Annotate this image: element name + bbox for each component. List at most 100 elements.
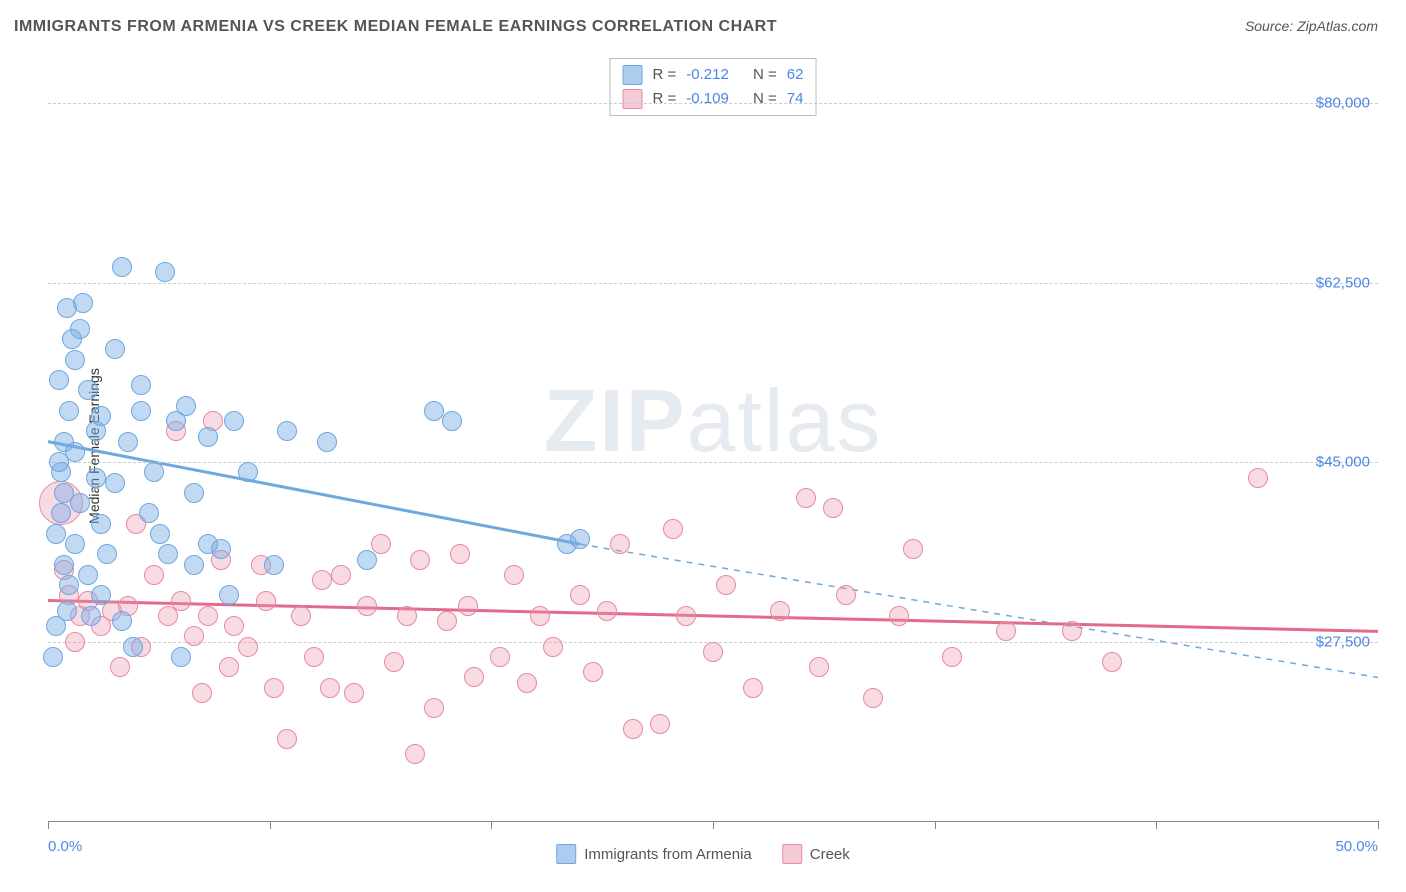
x-tick bbox=[1156, 821, 1157, 829]
swatch-pink-icon bbox=[782, 844, 802, 864]
scatter-point bbox=[70, 493, 90, 513]
scatter-point bbox=[597, 601, 617, 621]
scatter-point bbox=[942, 647, 962, 667]
x-tick bbox=[1378, 821, 1379, 829]
legend-item-armenia: Immigrants from Armenia bbox=[556, 844, 752, 864]
n-prefix: N = bbox=[753, 63, 777, 87]
scatter-point bbox=[184, 483, 204, 503]
scatter-point bbox=[405, 744, 425, 764]
scatter-point bbox=[198, 427, 218, 447]
y-tick-label: $80,000 bbox=[1316, 95, 1370, 112]
scatter-point bbox=[623, 719, 643, 739]
scatter-point bbox=[317, 432, 337, 452]
scatter-point bbox=[184, 555, 204, 575]
scatter-point bbox=[224, 616, 244, 636]
scatter-point bbox=[703, 642, 723, 662]
scatter-point bbox=[176, 396, 196, 416]
creek-r-value: -0.109 bbox=[686, 87, 729, 111]
x-tick bbox=[491, 821, 492, 829]
y-tick-label: $27,500 bbox=[1316, 633, 1370, 650]
x-tick bbox=[48, 821, 49, 829]
scatter-point bbox=[996, 621, 1016, 641]
scatter-point bbox=[836, 585, 856, 605]
scatter-point bbox=[291, 606, 311, 626]
scatter-point bbox=[171, 647, 191, 667]
scatter-point bbox=[150, 524, 170, 544]
scatter-point bbox=[171, 591, 191, 611]
scatter-point bbox=[59, 575, 79, 595]
scatter-point bbox=[219, 657, 239, 677]
legend-item-creek: Creek bbox=[782, 844, 850, 864]
scatter-point bbox=[530, 606, 550, 626]
scatter-point bbox=[112, 611, 132, 631]
scatter-point bbox=[78, 380, 98, 400]
scatter-point bbox=[397, 606, 417, 626]
scatter-point bbox=[610, 534, 630, 554]
armenia-n-value: 62 bbox=[787, 63, 804, 87]
scatter-point bbox=[118, 432, 138, 452]
scatter-point bbox=[131, 375, 151, 395]
scatter-point bbox=[344, 683, 364, 703]
scatter-point bbox=[198, 534, 218, 554]
scatter-point bbox=[650, 714, 670, 734]
scatter-point bbox=[43, 647, 63, 667]
scatter-point bbox=[304, 647, 324, 667]
scatter-point bbox=[770, 601, 790, 621]
scatter-point bbox=[464, 667, 484, 687]
legend-label-armenia: Immigrants from Armenia bbox=[584, 846, 752, 863]
scatter-point bbox=[49, 452, 69, 472]
scatter-point bbox=[105, 339, 125, 359]
scatter-point bbox=[543, 637, 563, 657]
scatter-point bbox=[331, 565, 351, 585]
scatter-point bbox=[889, 606, 909, 626]
scatter-point bbox=[264, 555, 284, 575]
swatch-pink-icon bbox=[623, 89, 643, 109]
gridline-h bbox=[48, 283, 1378, 284]
correlation-row-armenia: R = -0.212 N = 62 bbox=[623, 63, 804, 87]
source-attribution: Source: ZipAtlas.com bbox=[1245, 18, 1378, 34]
gridline-h bbox=[48, 103, 1378, 104]
scatter-point bbox=[91, 514, 111, 534]
scatter-point bbox=[91, 585, 111, 605]
x-tick bbox=[270, 821, 271, 829]
trend-lines-svg bbox=[48, 52, 1378, 821]
scatter-point bbox=[54, 555, 74, 575]
scatter-point bbox=[144, 462, 164, 482]
scatter-point bbox=[112, 257, 132, 277]
scatter-point bbox=[184, 626, 204, 646]
scatter-point bbox=[57, 601, 77, 621]
scatter-point bbox=[158, 544, 178, 564]
creek-n-value: 74 bbox=[787, 87, 804, 111]
scatter-point bbox=[424, 698, 444, 718]
scatter-point bbox=[110, 657, 130, 677]
correlation-legend: R = -0.212 N = 62 R = -0.109 N = 74 bbox=[610, 58, 817, 116]
x-tick-label-start: 0.0% bbox=[48, 838, 82, 855]
scatter-point bbox=[676, 606, 696, 626]
scatter-point bbox=[442, 411, 462, 431]
scatter-point bbox=[517, 673, 537, 693]
scatter-point bbox=[743, 678, 763, 698]
scatter-point bbox=[62, 329, 82, 349]
scatter-point bbox=[663, 519, 683, 539]
scatter-point bbox=[51, 503, 71, 523]
scatter-point bbox=[320, 678, 340, 698]
scatter-point bbox=[450, 544, 470, 564]
scatter-point bbox=[570, 529, 590, 549]
scatter-point bbox=[238, 637, 258, 657]
swatch-blue-icon bbox=[556, 844, 576, 864]
scatter-point bbox=[1248, 468, 1268, 488]
scatter-point bbox=[863, 688, 883, 708]
scatter-point bbox=[238, 462, 258, 482]
scatter-point bbox=[198, 606, 218, 626]
chart-container: IMMIGRANTS FROM ARMENIA VS CREEK MEDIAN … bbox=[0, 0, 1406, 892]
scatter-point bbox=[312, 570, 332, 590]
scatter-point bbox=[192, 683, 212, 703]
scatter-point bbox=[65, 632, 85, 652]
scatter-point bbox=[49, 370, 69, 390]
scatter-point bbox=[219, 585, 239, 605]
scatter-point bbox=[424, 401, 444, 421]
x-tick-label-end: 50.0% bbox=[1335, 838, 1378, 855]
scatter-point bbox=[81, 606, 101, 626]
scatter-point bbox=[65, 350, 85, 370]
scatter-point bbox=[490, 647, 510, 667]
